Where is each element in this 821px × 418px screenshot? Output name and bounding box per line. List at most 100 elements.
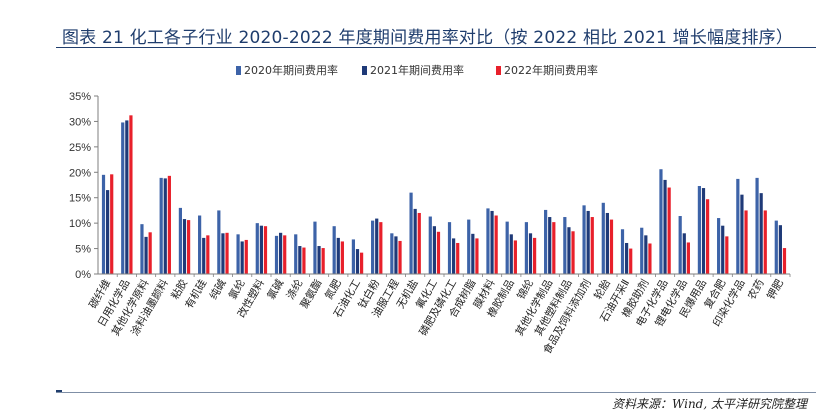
bar-2022 <box>244 239 248 274</box>
bar-2021 <box>778 225 782 274</box>
bar-2022 <box>552 222 556 274</box>
bar-2022 <box>187 220 191 274</box>
y-axis: 0% 5% 10% 15% 20% 25% 30% 35% <box>69 91 99 281</box>
bar-2021 <box>432 226 436 274</box>
bars <box>101 115 787 274</box>
bar-2022 <box>302 247 306 274</box>
category-group <box>274 232 287 274</box>
bar-2021 <box>182 219 187 274</box>
bar-2022 <box>340 241 344 274</box>
bar-2020 <box>428 216 432 274</box>
bar-2022 <box>648 243 652 274</box>
x-tick-label: 氯碱 <box>264 277 286 302</box>
title-divider <box>56 47 816 48</box>
bar-2020 <box>390 233 394 274</box>
category-group <box>755 177 767 274</box>
bar-2021 <box>740 194 744 274</box>
category-group <box>524 222 537 274</box>
bar-2020 <box>447 222 452 274</box>
y-tick-label: 10% <box>69 218 91 230</box>
bar-2022 <box>475 238 479 274</box>
bar-2020 <box>659 169 663 274</box>
bar-2022 <box>494 215 498 274</box>
bar-2020 <box>736 178 740 274</box>
legend-item-2020: 2020年期间费用率 <box>236 63 338 77</box>
bar-2021 <box>567 227 571 274</box>
bar-2021 <box>202 237 206 274</box>
bar-2022 <box>225 232 229 274</box>
bar-2020 <box>640 227 644 274</box>
source-note: 资料来源：Wind, 太平洋研究院整理 <box>611 397 807 411</box>
x-tick-label: 农药 <box>745 277 767 302</box>
bar-2022 <box>263 226 268 274</box>
bar-2022 <box>571 231 575 274</box>
category-group <box>371 218 383 274</box>
y-tick-label: 35% <box>69 91 91 103</box>
category-group <box>236 234 248 274</box>
bar-2020 <box>274 235 279 274</box>
y-tick-label: 0% <box>75 269 91 281</box>
bar-2022 <box>590 217 594 274</box>
bar-2022 <box>456 242 460 274</box>
category-group <box>717 218 729 274</box>
bar-2021 <box>682 233 686 274</box>
bar-2020 <box>332 226 336 274</box>
category-group <box>140 224 152 274</box>
category-group <box>467 219 479 274</box>
category-group <box>601 202 614 274</box>
bar-2020 <box>121 122 125 274</box>
category-group <box>390 233 402 274</box>
bar-2020 <box>371 220 375 274</box>
bar-2021 <box>375 218 379 274</box>
x-tick-label: 钾肥 <box>764 277 786 302</box>
title-bar: 图表 21 化工各子行业 2020-2022 年度期间费用率对比（按 2022 … <box>56 20 816 48</box>
category-group <box>428 216 441 274</box>
category-group <box>563 217 575 274</box>
bar-2022 <box>379 222 383 274</box>
bar-2020 <box>678 216 682 274</box>
bar-2020 <box>409 192 413 274</box>
category-group <box>447 222 460 274</box>
bar-2021 <box>279 232 283 274</box>
bar-2020 <box>563 217 567 274</box>
category-group <box>198 215 210 274</box>
category-group <box>736 178 748 274</box>
category-group <box>409 192 421 274</box>
bar-2022 <box>513 240 517 274</box>
bar-2020 <box>486 208 490 274</box>
legend-swatch <box>496 66 501 75</box>
bar-2022 <box>129 115 133 274</box>
category-group <box>294 234 306 274</box>
bar-2021 <box>221 233 225 274</box>
bar-2020 <box>755 177 759 274</box>
bar-2020 <box>505 221 509 274</box>
category-group <box>544 209 556 274</box>
bar-2021 <box>625 242 629 274</box>
category-group <box>582 205 594 274</box>
bar-2022 <box>206 235 210 274</box>
bar-2022 <box>167 175 171 274</box>
bar-2020 <box>351 239 355 274</box>
category-group <box>697 186 710 274</box>
bar-2020 <box>101 174 106 274</box>
bar-2021 <box>605 212 609 274</box>
bar-2022 <box>360 252 364 274</box>
bar-2022 <box>417 212 421 274</box>
bar-2022 <box>686 242 690 274</box>
bar-2020 <box>467 219 471 274</box>
bar-2021 <box>663 179 667 274</box>
category-group <box>486 208 498 274</box>
bar-2020 <box>236 234 240 274</box>
bar-2021 <box>336 237 340 274</box>
bar-2021 <box>452 238 456 274</box>
y-tick-label: 5% <box>75 244 91 256</box>
bar-2022 <box>148 232 152 274</box>
bar-2021 <box>701 188 706 274</box>
bar-2020 <box>774 220 778 274</box>
bar-2022 <box>398 240 402 274</box>
category-group <box>313 221 325 274</box>
legend-label: 2021年期间费用率 <box>370 63 464 77</box>
legend-label: 2020年期间费用率 <box>244 63 338 77</box>
bar-2021 <box>471 233 475 274</box>
footer-divider <box>56 392 816 393</box>
